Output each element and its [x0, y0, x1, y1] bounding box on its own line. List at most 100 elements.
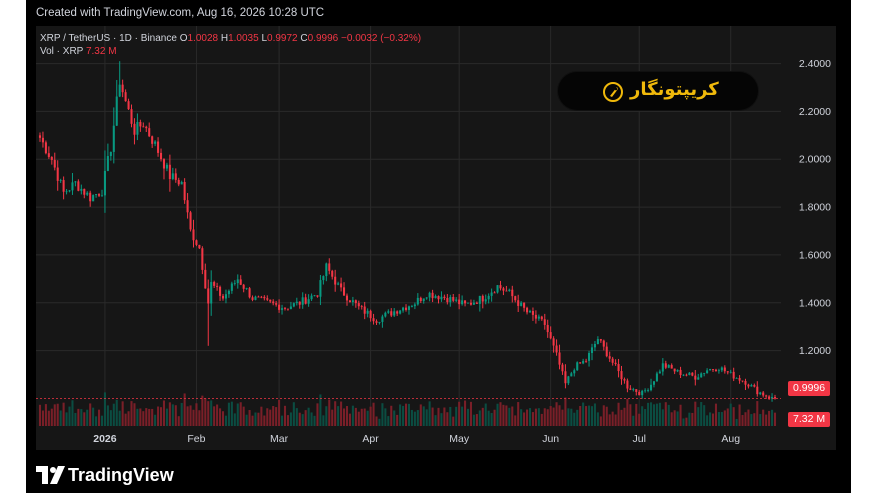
candle-body [682, 374, 685, 376]
candlestick-chart[interactable]: 2.4000 2.2000 2.0000 1.8000 1.6000 1.4000 1.20… [36, 26, 836, 450]
volume-bar [393, 410, 396, 426]
x-tick-label: Apr [362, 433, 379, 445]
candle-body [472, 302, 475, 305]
volume-bar [464, 400, 467, 426]
volume-bar [269, 409, 272, 426]
candle-body [605, 346, 608, 357]
price-candles [38, 61, 777, 402]
volume-bar [50, 408, 53, 426]
candle-body [437, 296, 440, 300]
volume-bar [224, 415, 227, 426]
candle-body [174, 173, 177, 180]
x-axis[interactable]: 2026 Feb Mar Apr May Jun Jul Aug [93, 433, 740, 445]
volume-bar [316, 403, 319, 426]
volume-bar [726, 408, 729, 426]
volume-bar [41, 410, 44, 426]
candle-body [732, 371, 735, 379]
legend-open-label: O [179, 33, 188, 44]
y-axis[interactable]: 2.4000 2.2000 2.0000 1.8000 1.6000 1.4000 1.20… [799, 58, 831, 357]
volume-bar [213, 406, 216, 426]
volume-bar [458, 401, 461, 426]
candle-body [157, 141, 160, 153]
candle-body [753, 385, 756, 387]
candle-body [71, 182, 74, 191]
volume-bar [670, 412, 673, 426]
candle-body [44, 142, 47, 154]
volume-bar [278, 399, 281, 426]
candle-body [570, 373, 573, 377]
volume-bar [171, 404, 174, 426]
candle-body [396, 311, 399, 314]
volume-bar [236, 403, 239, 426]
candle-body [526, 307, 529, 313]
volume-bar [404, 403, 408, 426]
candle-body [723, 367, 726, 372]
candle-body [410, 306, 413, 308]
volume-bar [157, 406, 160, 426]
candle-body [762, 392, 765, 396]
chart-panel[interactable]: 2.4000 2.2000 2.0000 1.8000 1.6000 1.4000 1.20… [36, 26, 836, 450]
volume-bar [750, 414, 753, 426]
candle-body [254, 296, 257, 300]
candle-body [224, 294, 227, 299]
candle-body [697, 377, 700, 380]
tradingview-brand[interactable]: TradingView [68, 465, 174, 485]
candle-body [629, 388, 632, 390]
tradingview-logo-icon[interactable] [36, 466, 66, 484]
candle-body [375, 321, 378, 323]
volume-bar [251, 415, 254, 426]
volume-bar [319, 394, 322, 426]
candle-body [422, 298, 425, 302]
volume-bar [564, 397, 567, 426]
candle-body [478, 295, 481, 304]
volume-bar [142, 411, 145, 426]
volume-bar [77, 408, 80, 426]
volume-bar [133, 403, 136, 426]
candle-body [706, 370, 709, 374]
candle-body [582, 360, 585, 364]
brand-watermark-text: کریپتونگار [630, 79, 719, 100]
volume-bar [652, 404, 656, 426]
candle-body [83, 188, 86, 195]
volume-bar [434, 415, 437, 426]
volume-bar [679, 404, 682, 426]
candle-body [481, 295, 484, 302]
candle-body [602, 340, 605, 347]
volume-tag: 7.32 M [788, 412, 831, 427]
volume-bar [310, 412, 313, 426]
volume-bar [567, 408, 570, 426]
candle-body [673, 368, 676, 372]
candle-body [121, 84, 124, 93]
candle-body [773, 397, 777, 399]
volume-bar [248, 410, 251, 426]
candle-body [520, 302, 523, 306]
candle-body [295, 301, 298, 304]
volume-bar [363, 408, 366, 426]
candle-body [80, 188, 83, 191]
volume-bar [399, 404, 402, 426]
y-tick-label: 2.0000 [799, 154, 831, 166]
volume-bar [596, 412, 599, 426]
candle-body [499, 285, 502, 289]
volume-bar [230, 401, 233, 426]
volume-bar [103, 392, 106, 426]
legend-high-label: H [220, 33, 229, 44]
candle-body [189, 212, 192, 230]
volume-bar [219, 408, 222, 426]
candle-body [106, 156, 109, 171]
volume-bar [221, 411, 225, 426]
candle-body [750, 385, 753, 387]
volume-bar [195, 403, 198, 426]
volume-bar [425, 409, 428, 426]
candle-body [573, 370, 576, 374]
candle-body [744, 380, 747, 385]
volume-bar [649, 402, 653, 426]
volume-bar [431, 407, 434, 426]
candle-body [564, 371, 567, 384]
volume-bar [614, 414, 617, 426]
candle-body [127, 101, 130, 110]
volume-bar [673, 410, 676, 426]
volume-bar [121, 401, 124, 426]
volume-bar [641, 406, 644, 426]
volume-bar [266, 408, 269, 426]
